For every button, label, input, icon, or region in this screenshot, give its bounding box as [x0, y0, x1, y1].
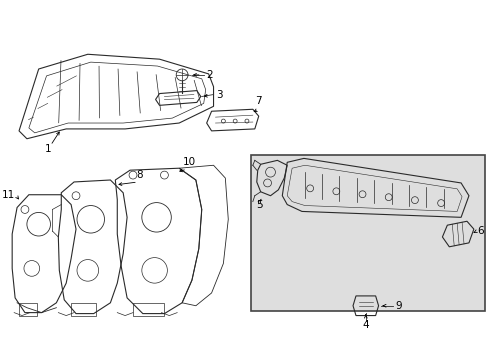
Text: 10: 10: [182, 157, 195, 167]
Text: 7: 7: [255, 96, 262, 106]
Text: 9: 9: [394, 301, 401, 311]
Text: 6: 6: [476, 226, 483, 236]
Text: 11: 11: [2, 190, 15, 200]
Text: 3: 3: [216, 90, 223, 99]
Text: 1: 1: [45, 144, 52, 154]
Text: 2: 2: [206, 70, 213, 80]
Text: 5: 5: [256, 199, 263, 210]
Text: 4: 4: [362, 320, 368, 330]
Text: 8: 8: [136, 170, 143, 180]
Bar: [250, 156, 484, 311]
